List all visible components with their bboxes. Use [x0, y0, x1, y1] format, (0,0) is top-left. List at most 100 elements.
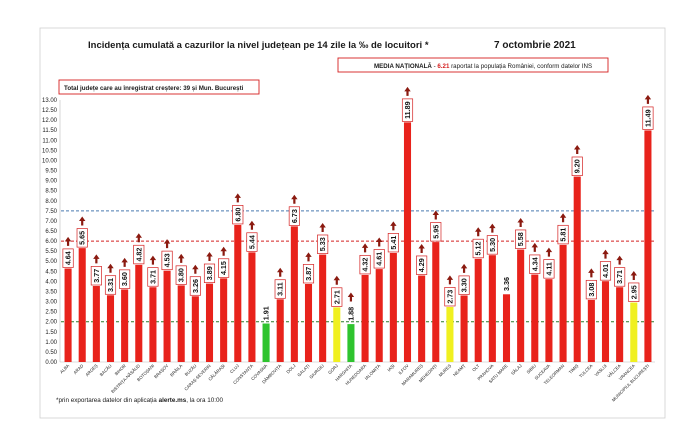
value-label: 3.11	[276, 282, 285, 296]
value-label: 2.71	[332, 290, 341, 304]
value-label-group: 3.08	[585, 279, 597, 300]
bar	[290, 226, 298, 362]
y-tick-label: 13.00	[42, 98, 58, 104]
value-label-box	[288, 206, 300, 226]
category-label: OLT	[471, 363, 480, 372]
y-tick-label: 5.50	[45, 249, 57, 255]
category-label: ALBA	[59, 363, 70, 374]
increase-arrow-icon	[545, 247, 553, 257]
national-average-dash: -	[432, 63, 438, 70]
bar	[418, 275, 426, 362]
value-label-box	[302, 264, 315, 284]
increase-arrow-icon	[616, 255, 623, 265]
value-label-group: 5.81	[557, 224, 569, 245]
category-label: TIMIȘ	[568, 363, 580, 375]
value-label: 11.89	[403, 101, 412, 119]
value-label-group: 3.31	[104, 275, 117, 295]
increase-arrow-icon	[489, 223, 496, 233]
reference-lines	[61, 210, 655, 323]
national-average-box	[337, 57, 609, 73]
value-label-box	[104, 275, 117, 295]
value-label-group: 4.34	[529, 254, 541, 274]
increase-arrow-icon	[531, 242, 538, 252]
bar	[403, 122, 412, 363]
increase-arrow-icon	[559, 213, 567, 223]
increase-arrow-icon	[149, 255, 157, 265]
value-label: 9.20	[573, 159, 582, 173]
increase-arrow-icon	[432, 210, 439, 220]
value-label: 4.15	[219, 261, 228, 275]
increase-arrow-icon	[192, 264, 199, 274]
bar	[333, 307, 341, 362]
increase-arrow-icon	[64, 236, 72, 246]
increase-arrow-icon	[347, 292, 355, 302]
y-tick-label: 2.50	[45, 310, 57, 316]
category-label: CLUJ	[229, 363, 240, 374]
value-label-group: 1.88	[346, 307, 355, 321]
value-label-box	[147, 267, 159, 287]
value-label: 6.73	[290, 209, 299, 223]
y-tick-label: 8.50	[45, 189, 57, 195]
increase-arrow-icon	[333, 275, 340, 285]
value-label: 6.80	[233, 208, 242, 222]
bar	[460, 295, 468, 362]
value-label: 11.49	[643, 109, 652, 127]
value-label: 5.81	[559, 228, 568, 242]
bar	[191, 296, 199, 362]
bar	[205, 283, 214, 362]
bar	[559, 244, 567, 362]
value-label-group: 11.89	[401, 98, 414, 122]
y-tick-label: 4.00	[45, 279, 57, 285]
y-tick-label: 3.50	[45, 289, 57, 295]
bar	[587, 299, 595, 362]
value-label-box	[246, 232, 258, 252]
value-label-box	[218, 258, 230, 278]
value-label-group: 5.44	[246, 232, 258, 252]
y-tick-label: 0.00	[45, 360, 57, 366]
value-label-box	[585, 279, 597, 300]
increase-arrow-icon	[446, 275, 454, 285]
value-label: 4.82	[134, 248, 143, 262]
value-label-group: 4.53	[161, 250, 173, 271]
value-label-group: 3.80	[175, 265, 187, 285]
value-label-group: 3.26	[189, 276, 201, 296]
increase-arrow-icon	[361, 243, 369, 253]
increase-arrow-icon	[460, 263, 468, 273]
value-label-group: 5.33	[317, 234, 329, 254]
bars	[64, 122, 652, 363]
value-label-group: 3.87	[302, 264, 315, 284]
value-label: 5.41	[389, 236, 398, 250]
increase-arrow-icon	[602, 249, 609, 259]
value-label-box	[557, 224, 569, 245]
y-tick-label: 6.00	[45, 239, 57, 245]
value-label: 3.89	[205, 266, 214, 280]
increase-arrow-icon	[305, 252, 312, 262]
bar	[319, 254, 327, 362]
bar	[474, 258, 482, 362]
category-label: ARAD	[72, 363, 84, 375]
chart-border	[39, 27, 666, 419]
increase-arrow-icon	[376, 237, 383, 247]
value-label-box	[628, 282, 640, 302]
national-average-value: 6.21	[437, 63, 450, 70]
category-label: BRAȘOV	[153, 363, 169, 379]
value-label-box	[571, 156, 583, 176]
value-label-box	[90, 266, 102, 286]
value-label: 1.88	[346, 307, 355, 321]
increase-arrow-icon	[588, 268, 595, 278]
category-label: NEAMȚ	[452, 363, 466, 377]
value-label: 4.29	[417, 258, 426, 272]
value-label: 3.87	[304, 267, 313, 281]
value-label-box	[543, 259, 555, 279]
increase-arrow-icon	[234, 193, 241, 203]
category-label: IALOMIȚA	[364, 363, 382, 381]
bar	[545, 279, 553, 362]
value-label: 3.31	[106, 278, 115, 292]
value-label-group: 6.73	[288, 206, 300, 226]
value-label: 4.32	[361, 258, 370, 272]
value-label-group: 4.64	[62, 248, 74, 268]
value-label: 5.95	[431, 225, 440, 239]
value-label-group: 4.61	[373, 249, 385, 269]
y-tick-label: 12.00	[42, 118, 58, 124]
